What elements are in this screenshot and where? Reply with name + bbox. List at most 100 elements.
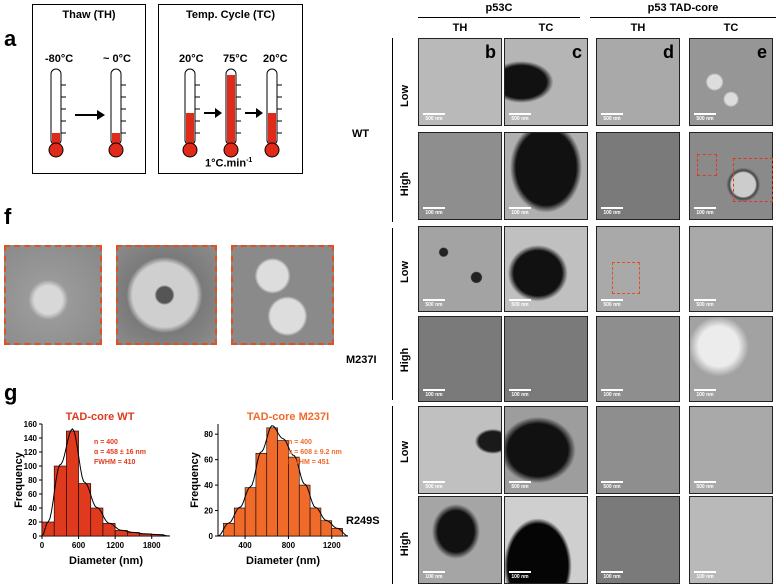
row-label-r-low: Low [399, 441, 411, 463]
x-tick-label: 1200 [323, 541, 341, 550]
em-m-high-tad-tc: 100 nm [689, 316, 773, 402]
thermometer-icon [48, 68, 66, 158]
histogram-bar [66, 430, 79, 537]
scale-bar: 500 nm [601, 299, 623, 308]
mutant-label-m237i: M237I [346, 354, 377, 366]
chart-annotation: n = 400 [288, 439, 312, 446]
arrow-right-icon [75, 110, 105, 120]
scale-bar: 100 nm [509, 207, 531, 216]
em-wt-low-tad-th: d 500 nm [596, 38, 680, 126]
tem-zoom-2 [116, 245, 217, 345]
y-tick-label: 80 [204, 430, 213, 439]
cycle-temp-3: 20°C [263, 53, 288, 65]
arrow-right-icon [245, 108, 263, 118]
x-axis-label: Diameter (nm) [69, 555, 143, 567]
panel-label-f: f [4, 204, 12, 229]
cycle-temp-2: 75°C [223, 53, 248, 65]
y-tick-label: 20 [28, 518, 37, 527]
panel-label-b: b [485, 42, 496, 62]
x-tick-label: 600 [72, 541, 86, 550]
mutant-label-r249s: R249S [346, 515, 380, 527]
arrow-right-icon [204, 108, 222, 118]
zoom-box-m237i [612, 262, 640, 294]
thaw-temp-start: -80°C [45, 53, 74, 65]
cycle-rate-value: 1°C.min [205, 157, 247, 170]
histogram-bar [309, 507, 322, 537]
cycle-rate: 1°C.min-1 [205, 157, 252, 170]
panel-label-e: e [756, 42, 767, 62]
scale-bar: 500 nm [509, 299, 531, 308]
em-m-high-tad-th: 100 nm [596, 316, 680, 402]
y-tick-label: 0 [209, 532, 214, 541]
em-r-low-p53c-th: 500 nm [418, 406, 502, 494]
y-tick-label: 100 [24, 462, 38, 471]
fit-curve [217, 425, 349, 537]
y-tick-label: 20 [204, 507, 213, 516]
col-header-p53c-tc: TC [538, 22, 554, 34]
scale-bar: 100 nm [694, 389, 716, 398]
chart-annotation: α = 458 ± 16 nm [94, 449, 146, 456]
em-r-high-p53c-tc: 100 nm [504, 496, 588, 584]
em-r-low-tad-tc: 500 nm [689, 406, 773, 494]
chart-annotation: FWHM = 410 [94, 459, 136, 466]
group-rule-tad [590, 17, 776, 18]
histogram-bar [298, 484, 311, 537]
cycle-temp-1: 20°C [179, 53, 204, 65]
tem-zoom-3 [231, 245, 334, 345]
y-tick-label: 60 [28, 490, 37, 499]
row-label-wt-low: Low [399, 85, 411, 107]
group-header-p53c: p53C [485, 2, 513, 14]
em-r-low-tad-th: 500 nm [596, 406, 680, 494]
y-tick-label: 60 [204, 456, 213, 465]
thermometer-icon [182, 68, 200, 158]
em-wt-high-tad-tc: 100 nm [689, 132, 773, 220]
scale-bar: 100 nm [509, 571, 531, 580]
thermometer-icon [108, 68, 126, 158]
em-wt-low-p53c-th: b 500 nm [418, 38, 502, 126]
panel-label-a: a [4, 26, 17, 51]
y-tick-label: 80 [28, 476, 37, 485]
y-axis-label: Frequency [13, 451, 25, 508]
scale-bar: 500 nm [509, 481, 531, 490]
em-r-high-tad-tc: 100 nm [689, 496, 773, 584]
y-tick-label: 0 [33, 532, 38, 541]
row-label-m-low: Low [399, 261, 411, 283]
chart-annotation: α = 608 ± 9.2 nm [288, 449, 342, 456]
scale-bar: 500 nm [694, 299, 716, 308]
histogram-bar [78, 483, 92, 537]
histogram-bar [277, 440, 289, 537]
thermometer-icon [223, 68, 241, 158]
zoom-box-large [733, 158, 773, 202]
scale-bar: 100 nm [694, 207, 716, 216]
y-tick-label: 120 [24, 448, 38, 457]
chart-annotation: n = 400 [94, 439, 118, 446]
thaw-box: Thaw (TH) -80°C ~ 0°C [32, 4, 146, 174]
em-r-high-tad-th: 100 nm [596, 496, 680, 584]
col-header-tad-tc: TC [723, 22, 739, 34]
x-axis-label: Diameter (nm) [246, 555, 320, 567]
em-r-high-p53c-th: 100 nm [418, 496, 502, 584]
row-label-wt-high: High [399, 171, 411, 197]
em-wt-high-p53c-th: 100 nm [418, 132, 502, 220]
thaw-title: Thaw (TH) [62, 9, 116, 21]
x-tick-label: 0 [40, 541, 45, 550]
thaw-temp-end: ~ 0°C [103, 53, 131, 65]
group-header-tad: p53 TAD-core [647, 2, 719, 14]
em-m-high-p53c-tc: 100 nm [504, 316, 588, 402]
bracket-wt [392, 38, 393, 222]
cycle-title: Temp. Cycle (TC) [185, 9, 276, 21]
thermometer-icon [264, 68, 282, 158]
em-wt-high-p53c-tc: 100 nm [504, 132, 588, 220]
em-m-low-tad-th: 500 nm [596, 226, 680, 312]
scale-bar: 500 nm [601, 113, 623, 122]
em-wt-low-tad-tc: e 500 nm [689, 38, 773, 126]
x-tick-label: 800 [282, 541, 296, 550]
y-tick-label: 140 [24, 434, 38, 443]
cycle-box: Temp. Cycle (TC) 20°C 75°C 20°C 1°C.min-… [158, 4, 303, 174]
scale-bar: 500 nm [601, 481, 623, 490]
histogram-bar [266, 427, 278, 537]
bracket-m237i [392, 228, 393, 400]
em-m-high-p53c-th: 100 nm [418, 316, 502, 402]
histogram-wt: 0 20 40 60 80 100 120 140 160 0 600 1200 1800Diamete… [13, 411, 171, 567]
scale-bar: 500 nm [423, 481, 445, 490]
